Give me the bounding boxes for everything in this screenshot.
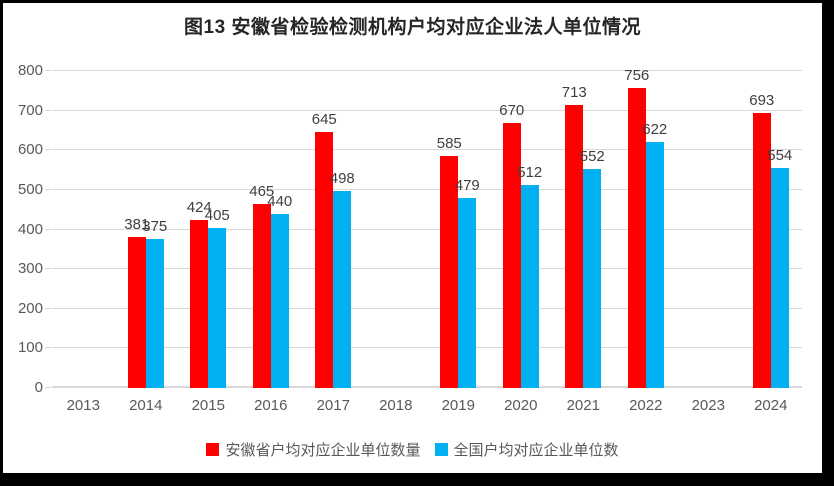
- y-axis-tick-label: 500: [17, 180, 43, 198]
- y-axis-tick: [45, 70, 51, 71]
- bar-value-label: 424: [186, 199, 212, 216]
- x-axis-tick-label: 2021: [566, 397, 600, 414]
- bar-value-label: 552: [579, 148, 605, 165]
- x-axis-tick-label: 2018: [379, 397, 413, 414]
- y-axis-tick-label: 400: [17, 220, 43, 238]
- x-axis-tick-label: 2024: [754, 397, 788, 414]
- y-axis-tick: [45, 188, 51, 190]
- y-axis-tick-label: 0: [34, 379, 43, 396]
- x-axis-tick-label: 2015: [191, 397, 225, 414]
- bar-value-label: 693: [749, 92, 775, 109]
- bar-value-label: 622: [642, 121, 668, 138]
- gridline: [52, 347, 802, 349]
- x-axis-tick-label: 2020: [504, 397, 538, 414]
- y-axis-tick: [45, 268, 51, 270]
- legend-label: 全国户均对应企业单位数: [453, 442, 619, 459]
- y-axis-tick-label: 700: [17, 101, 43, 119]
- gridline: [52, 149, 802, 151]
- y-axis-tick-label: 600: [17, 141, 43, 159]
- x-axis-tick-label: 2014: [129, 397, 163, 414]
- y-axis-tick: [45, 228, 51, 230]
- x-axis-tick-label: 2022: [629, 397, 663, 414]
- chart-title: 图13 安徽省检验检测机构户均对应企业法人单位情况: [184, 17, 641, 38]
- y-axis-tick: [45, 307, 51, 309]
- bar-national: [270, 214, 289, 388]
- bar-national: [770, 168, 789, 388]
- bar-value-label: 498: [329, 170, 355, 187]
- bar-anhui: [127, 237, 146, 388]
- gridline: [52, 307, 802, 309]
- x-axis-line: [52, 386, 802, 388]
- bar-value-label: 645: [311, 111, 337, 128]
- bar-national: [520, 185, 539, 388]
- bar-anhui: [502, 123, 521, 388]
- y-axis-tick: [45, 149, 51, 151]
- x-axis-tick-label: 2023: [691, 397, 725, 414]
- bar-anhui: [315, 132, 334, 388]
- x-axis-tick-label: 2016: [254, 397, 288, 414]
- bar-national: [333, 191, 352, 388]
- bar-value-label: 375: [142, 218, 168, 235]
- bar-anhui: [440, 156, 459, 388]
- bar-value-label: 479: [454, 177, 480, 194]
- bar-chart: 图13 安徽省检验检测机构户均对应企业法人单位情况 381 424 465 645 58…: [3, 3, 822, 473]
- bar-value-label: 405: [204, 207, 230, 224]
- bar-anhui: [252, 204, 271, 388]
- legend-swatch: [206, 443, 220, 456]
- bar-value-label: 670: [499, 102, 525, 119]
- gridline: [52, 109, 802, 111]
- gridline: [52, 70, 802, 71]
- x-axis-tick-label: 2019: [441, 397, 475, 414]
- bar-national: [458, 198, 477, 388]
- gridline: [52, 188, 802, 190]
- y-axis-tick-label: 800: [17, 62, 43, 79]
- bar-national: [145, 239, 164, 388]
- bar-value-label: 554: [767, 147, 793, 164]
- bar-value-label: 756: [624, 67, 650, 84]
- bar-national: [208, 228, 227, 388]
- legend-label: 安徽省户均对应企业单位数量: [225, 442, 421, 459]
- legend-item: 全国户均对应企业单位数: [434, 439, 619, 460]
- y-axis-tick-label: 100: [17, 339, 43, 357]
- bar-national: [645, 142, 664, 388]
- gridline: [52, 268, 802, 270]
- x-axis-tick-label: 2013: [66, 397, 100, 414]
- bar-value-label: 512: [517, 164, 543, 181]
- bar-value-label: 713: [561, 84, 587, 101]
- y-axis-tick: [45, 347, 51, 349]
- bar-value-label: 465: [249, 183, 275, 200]
- y-axis-tick-label: 200: [17, 299, 43, 317]
- bar-value-label: 381: [124, 216, 150, 233]
- bar-anhui: [752, 113, 771, 388]
- legend-item: 安徽省户均对应企业单位数量: [206, 439, 421, 460]
- legend: 安徽省户均对应企业单位数量 全国户均对应企业单位数: [3, 439, 822, 460]
- y-axis-tick-label: 300: [17, 260, 43, 278]
- gridline: [52, 228, 802, 230]
- y-axis-tick: [45, 109, 51, 111]
- bar-anhui: [190, 220, 209, 388]
- x-axis-tick-label: 2017: [316, 397, 350, 414]
- plot-area: 381 424 465 645 585 670 713 756 693 375 405 440 498 4…: [52, 67, 802, 388]
- bar-anhui: [565, 105, 584, 388]
- bar-value-label: 585: [436, 135, 462, 152]
- bar-anhui: [627, 88, 646, 388]
- bar-value-label: 440: [267, 193, 293, 210]
- y-axis-tick: [45, 387, 51, 388]
- bar-national: [583, 169, 602, 388]
- legend-swatch: [434, 443, 448, 456]
